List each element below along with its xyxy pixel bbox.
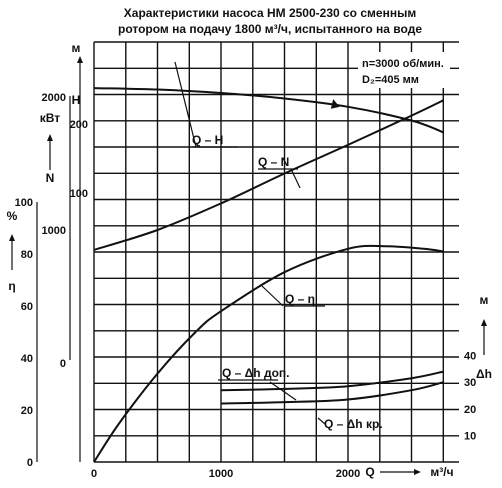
- dh-tick-label: 10: [464, 430, 476, 442]
- curves: [93, 87, 444, 463]
- eta-tick-label: 100: [15, 197, 33, 209]
- dh-axis-unit: м: [480, 293, 489, 307]
- eta-tick-label: 80: [21, 249, 33, 261]
- plot-grid: [93, 41, 459, 463]
- dh-tick-label: 30: [464, 377, 476, 389]
- params-box: [358, 52, 450, 88]
- label-q-dh-critical-leader: [317, 417, 326, 425]
- n-axis-arrow: [47, 134, 53, 141]
- label-q-eta-leader: [261, 285, 284, 307]
- label-q-dh-allowed-leader: [269, 381, 297, 401]
- x-tick-label: 2000: [336, 468, 360, 480]
- curve-q-eta: [93, 244, 444, 463]
- label-q-h: Q – H: [192, 133, 223, 147]
- labels: Q – H Q – N Q – η Q – Δh доп. Q – Δh кр.: [174, 61, 383, 431]
- eta-tick-label: 0: [27, 457, 33, 469]
- eta-axis-unit: %: [7, 209, 18, 223]
- n-tick-label: 1000: [42, 225, 66, 237]
- h-axis-arrow: [77, 56, 83, 63]
- h-tick-label: 200: [70, 119, 88, 131]
- q-h-direction-arrow: [330, 99, 340, 109]
- n-tick-label: 2000: [42, 92, 66, 104]
- label-q-n-leader: [291, 170, 301, 189]
- h-axis-unit: м: [72, 41, 81, 55]
- curve-q-dh-critical: [220, 381, 444, 405]
- curve-q-dh-allowed: [220, 370, 444, 392]
- label-q-dh-critical: Q – Δh кр.: [324, 417, 383, 431]
- h-tick-label: 100: [70, 188, 88, 200]
- n-axis-letter: N: [46, 171, 55, 185]
- eta-axis-letter: η: [8, 279, 15, 293]
- dh-axis-arrow: [481, 319, 487, 326]
- x-tick-label: 1000: [209, 468, 233, 480]
- chart-subtitle: ротором на подачу 1800 м³/ч, испытанного…: [118, 22, 422, 36]
- curve-q-h: [93, 87, 444, 134]
- eta-axis-arrow: [9, 234, 15, 241]
- axes: мH100200010002000кВтN020406080100%η10203…: [7, 41, 492, 480]
- dh-axis-letter: Δh: [476, 367, 492, 381]
- label-q-h-leader: [174, 61, 197, 148]
- param-speed: n=3000 об/мин.: [362, 58, 444, 70]
- n-axis-unit: кВт: [40, 111, 61, 125]
- x-axis-unit: м³/ч: [430, 465, 453, 479]
- x-tick-label: 0: [91, 468, 97, 480]
- eta-tick-label: 40: [21, 353, 33, 365]
- chart-title: Характеристики насоса НМ 2500-230 со сме…: [124, 6, 417, 20]
- label-q-eta: Q – η: [285, 292, 315, 306]
- param-diameter: D₂=405 мм: [362, 74, 419, 86]
- eta-tick-label: 60: [21, 301, 33, 313]
- label-q-dh-allowed: Q – Δh доп.: [222, 366, 290, 380]
- eta-tick-label: 20: [21, 405, 33, 417]
- h-axis-letter: H: [72, 93, 81, 107]
- dh-tick-label: 40: [464, 351, 476, 363]
- label-q-n: Q – N: [258, 155, 289, 169]
- x-axis-arrow: [414, 469, 421, 475]
- n-tick-label: 0: [60, 358, 66, 370]
- dh-tick-label: 20: [464, 404, 476, 416]
- x-axis-letter: Q: [365, 465, 374, 479]
- curve-q-n: [93, 99, 444, 251]
